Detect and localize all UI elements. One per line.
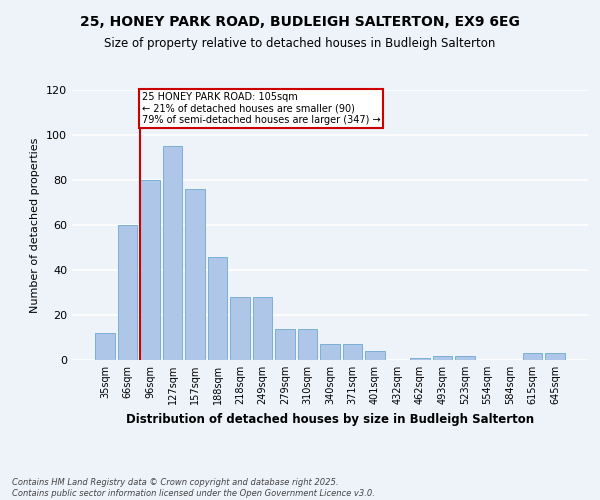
Bar bbox=[118, 225, 137, 360]
Y-axis label: Number of detached properties: Number of detached properties bbox=[31, 138, 40, 312]
Bar bbox=[433, 356, 452, 360]
Text: 25 HONEY PARK ROAD: 105sqm
← 21% of detached houses are smaller (90)
79% of semi: 25 HONEY PARK ROAD: 105sqm ← 21% of deta… bbox=[142, 92, 380, 126]
X-axis label: Distribution of detached houses by size in Budleigh Salterton: Distribution of detached houses by size … bbox=[126, 412, 534, 426]
Text: 25, HONEY PARK ROAD, BUDLEIGH SALTERTON, EX9 6EG: 25, HONEY PARK ROAD, BUDLEIGH SALTERTON,… bbox=[80, 15, 520, 29]
Bar bbox=[545, 353, 565, 360]
Bar bbox=[320, 344, 340, 360]
Bar bbox=[455, 356, 475, 360]
Bar bbox=[140, 180, 160, 360]
Bar bbox=[253, 297, 272, 360]
Bar bbox=[343, 344, 362, 360]
Bar bbox=[298, 328, 317, 360]
Bar bbox=[365, 351, 385, 360]
Bar bbox=[185, 189, 205, 360]
Text: Contains HM Land Registry data © Crown copyright and database right 2025.
Contai: Contains HM Land Registry data © Crown c… bbox=[12, 478, 375, 498]
Bar bbox=[410, 358, 430, 360]
Bar bbox=[208, 256, 227, 360]
Text: Size of property relative to detached houses in Budleigh Salterton: Size of property relative to detached ho… bbox=[104, 38, 496, 51]
Bar bbox=[163, 146, 182, 360]
Bar bbox=[275, 328, 295, 360]
Bar bbox=[95, 333, 115, 360]
Bar bbox=[230, 297, 250, 360]
Bar bbox=[523, 353, 542, 360]
